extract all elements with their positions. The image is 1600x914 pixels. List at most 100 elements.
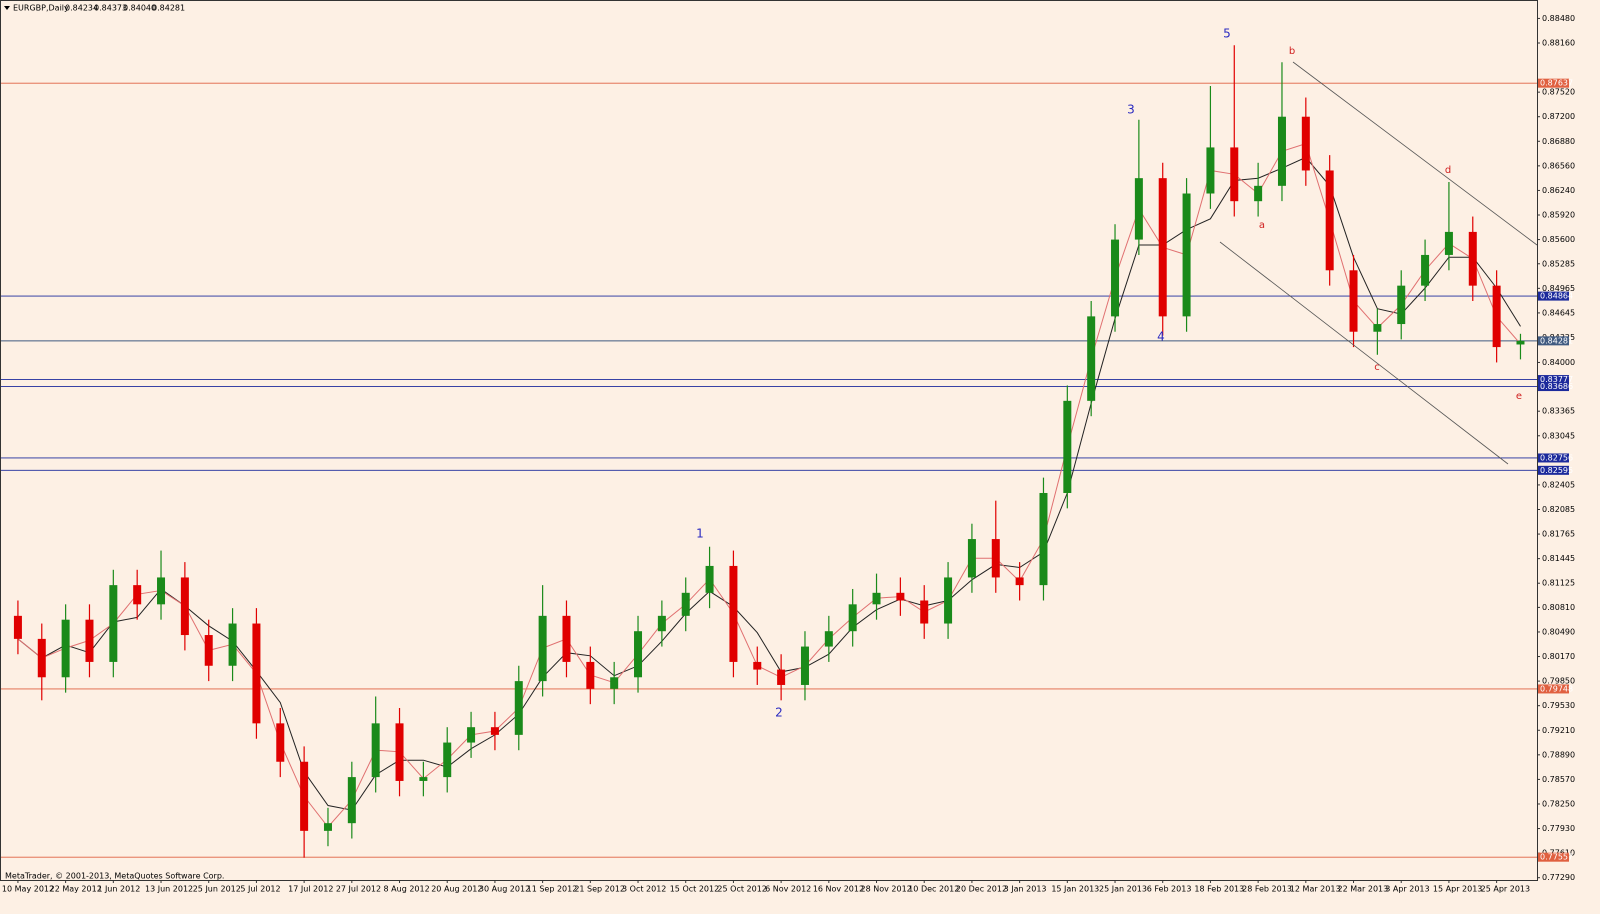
candle-body [538, 615, 547, 682]
candle-body [777, 669, 786, 685]
x-tick-label: 15 Apr 2013 [1433, 885, 1482, 894]
y-tick-label: 0.80810 [1542, 603, 1575, 612]
menu-arrow[interactable] [4, 6, 10, 10]
candle-body [85, 619, 94, 662]
x-tick-label: 25 Apr 2013 [1481, 885, 1530, 894]
candle-body [228, 623, 237, 666]
candle-body [467, 727, 476, 743]
y-tick-label: 0.79850 [1542, 677, 1575, 686]
wave-label: b [1289, 46, 1295, 57]
candle-body [1134, 178, 1143, 240]
candle-body [824, 631, 833, 647]
candle-body [300, 761, 309, 831]
price-label: 0.84281 [1540, 336, 1573, 345]
price-label-box [1538, 684, 1569, 694]
candle-body [681, 592, 690, 616]
candle-body [1301, 116, 1310, 171]
y-tick-label: 0.86880 [1542, 137, 1575, 146]
x-tick-label: 10 May 2012 [2, 885, 54, 894]
wave-label: 5 [1223, 27, 1231, 41]
price-label: 0.82756 [1540, 453, 1573, 462]
x-tick-label: 16 Nov 2012 [813, 885, 864, 894]
candle-body [1373, 324, 1382, 332]
candle-body [967, 539, 976, 578]
x-tick-label: 11 Sep 2012 [527, 885, 578, 894]
y-tick-label: 0.83045 [1542, 431, 1575, 440]
x-tick-label: 25 Jan 2013 [1099, 885, 1147, 894]
y-tick-label: 0.81125 [1542, 579, 1575, 588]
y-tick-label: 0.81765 [1542, 530, 1575, 539]
candle-body [1039, 492, 1048, 586]
y-tick-label: 0.79210 [1542, 726, 1575, 735]
x-tick-label: 18 Feb 2013 [1194, 885, 1244, 894]
candle-body [1230, 147, 1239, 202]
y-tick-label: 0.83365 [1542, 407, 1575, 416]
candle-body [490, 727, 499, 735]
y-tick-label: 0.78890 [1542, 750, 1575, 759]
x-tick-label: 20 Aug 2012 [431, 885, 482, 894]
y-tick-label: 0.82085 [1542, 505, 1575, 514]
y-tick-label: 0.85600 [1542, 235, 1575, 244]
candle-body [13, 615, 22, 639]
price-label-box [1538, 852, 1569, 862]
candle-body [1421, 254, 1430, 286]
candle-body [514, 681, 523, 735]
candle-body [1492, 285, 1501, 348]
x-tick-label: 5 Jul 2012 [240, 885, 280, 894]
header-close: 0.84281 [152, 4, 185, 13]
price-label: 0.84864 [1540, 292, 1573, 301]
x-tick-label: 1 Jun 2012 [97, 885, 140, 894]
x-tick-label: 6 Nov 2012 [765, 885, 811, 894]
x-tick-label: 28 Feb 2013 [1242, 885, 1292, 894]
candle-body [1158, 178, 1167, 317]
y-tick-label: 0.80490 [1542, 627, 1575, 636]
candle-body [1277, 116, 1286, 186]
candle-body [1254, 185, 1263, 202]
price-label: 0.79748 [1540, 684, 1573, 693]
candle-body [1397, 285, 1406, 325]
x-tick-label: 25 Oct 2012 [717, 885, 766, 894]
candle-body [657, 615, 666, 632]
candle-body [562, 615, 571, 662]
candle-body [1349, 270, 1358, 332]
x-tick-label: 21 Sep 2012 [574, 885, 625, 894]
candle-body [1516, 340, 1525, 345]
y-tick-label: 0.78570 [1542, 775, 1575, 784]
candle-body [1325, 170, 1334, 271]
plot-area [0, 45, 1537, 858]
candle-body [395, 723, 404, 781]
candle-body [157, 577, 166, 605]
y-tick-label: 0.77930 [1542, 824, 1575, 833]
x-tick-label: 8 Aug 2012 [384, 885, 430, 894]
wave-label: c [1374, 362, 1380, 373]
y-tick-label: 0.85285 [1542, 259, 1575, 268]
candle-body [1444, 231, 1453, 255]
y-tick-label: 0.82405 [1542, 480, 1575, 489]
header-high: 0.84373 [94, 4, 127, 13]
header-low: 0.84040 [123, 4, 156, 13]
price-label-box [1538, 336, 1569, 346]
candle-body [109, 585, 118, 662]
x-tick-label: 20 Dec 2012 [956, 885, 1007, 894]
x-tick-label: 15 Jan 2013 [1051, 885, 1099, 894]
candle-body [1111, 239, 1120, 317]
candle-body [61, 619, 70, 678]
x-tick-label: 22 May 2012 [50, 885, 102, 894]
y-tick-label: 0.78250 [1542, 799, 1575, 808]
x-tick-label: 3 Apr 2013 [1385, 885, 1429, 894]
x-tick-label: 3 Jan 2013 [1004, 885, 1047, 894]
y-tick-label: 0.84965 [1542, 284, 1575, 293]
price-label-box [1538, 291, 1569, 301]
y-tick-label: 0.86560 [1542, 161, 1575, 170]
candle-body [443, 742, 452, 778]
candle-body [180, 577, 189, 636]
plot-frame [0, 0, 1538, 881]
candle-body [1015, 577, 1024, 586]
price-label-box [1538, 78, 1569, 88]
y-tick-label: 0.81445 [1542, 554, 1575, 563]
x-tick-label: 22 Mar 2013 [1338, 885, 1389, 894]
candle-body [586, 661, 595, 689]
price-label: 0.82595 [1540, 466, 1573, 475]
